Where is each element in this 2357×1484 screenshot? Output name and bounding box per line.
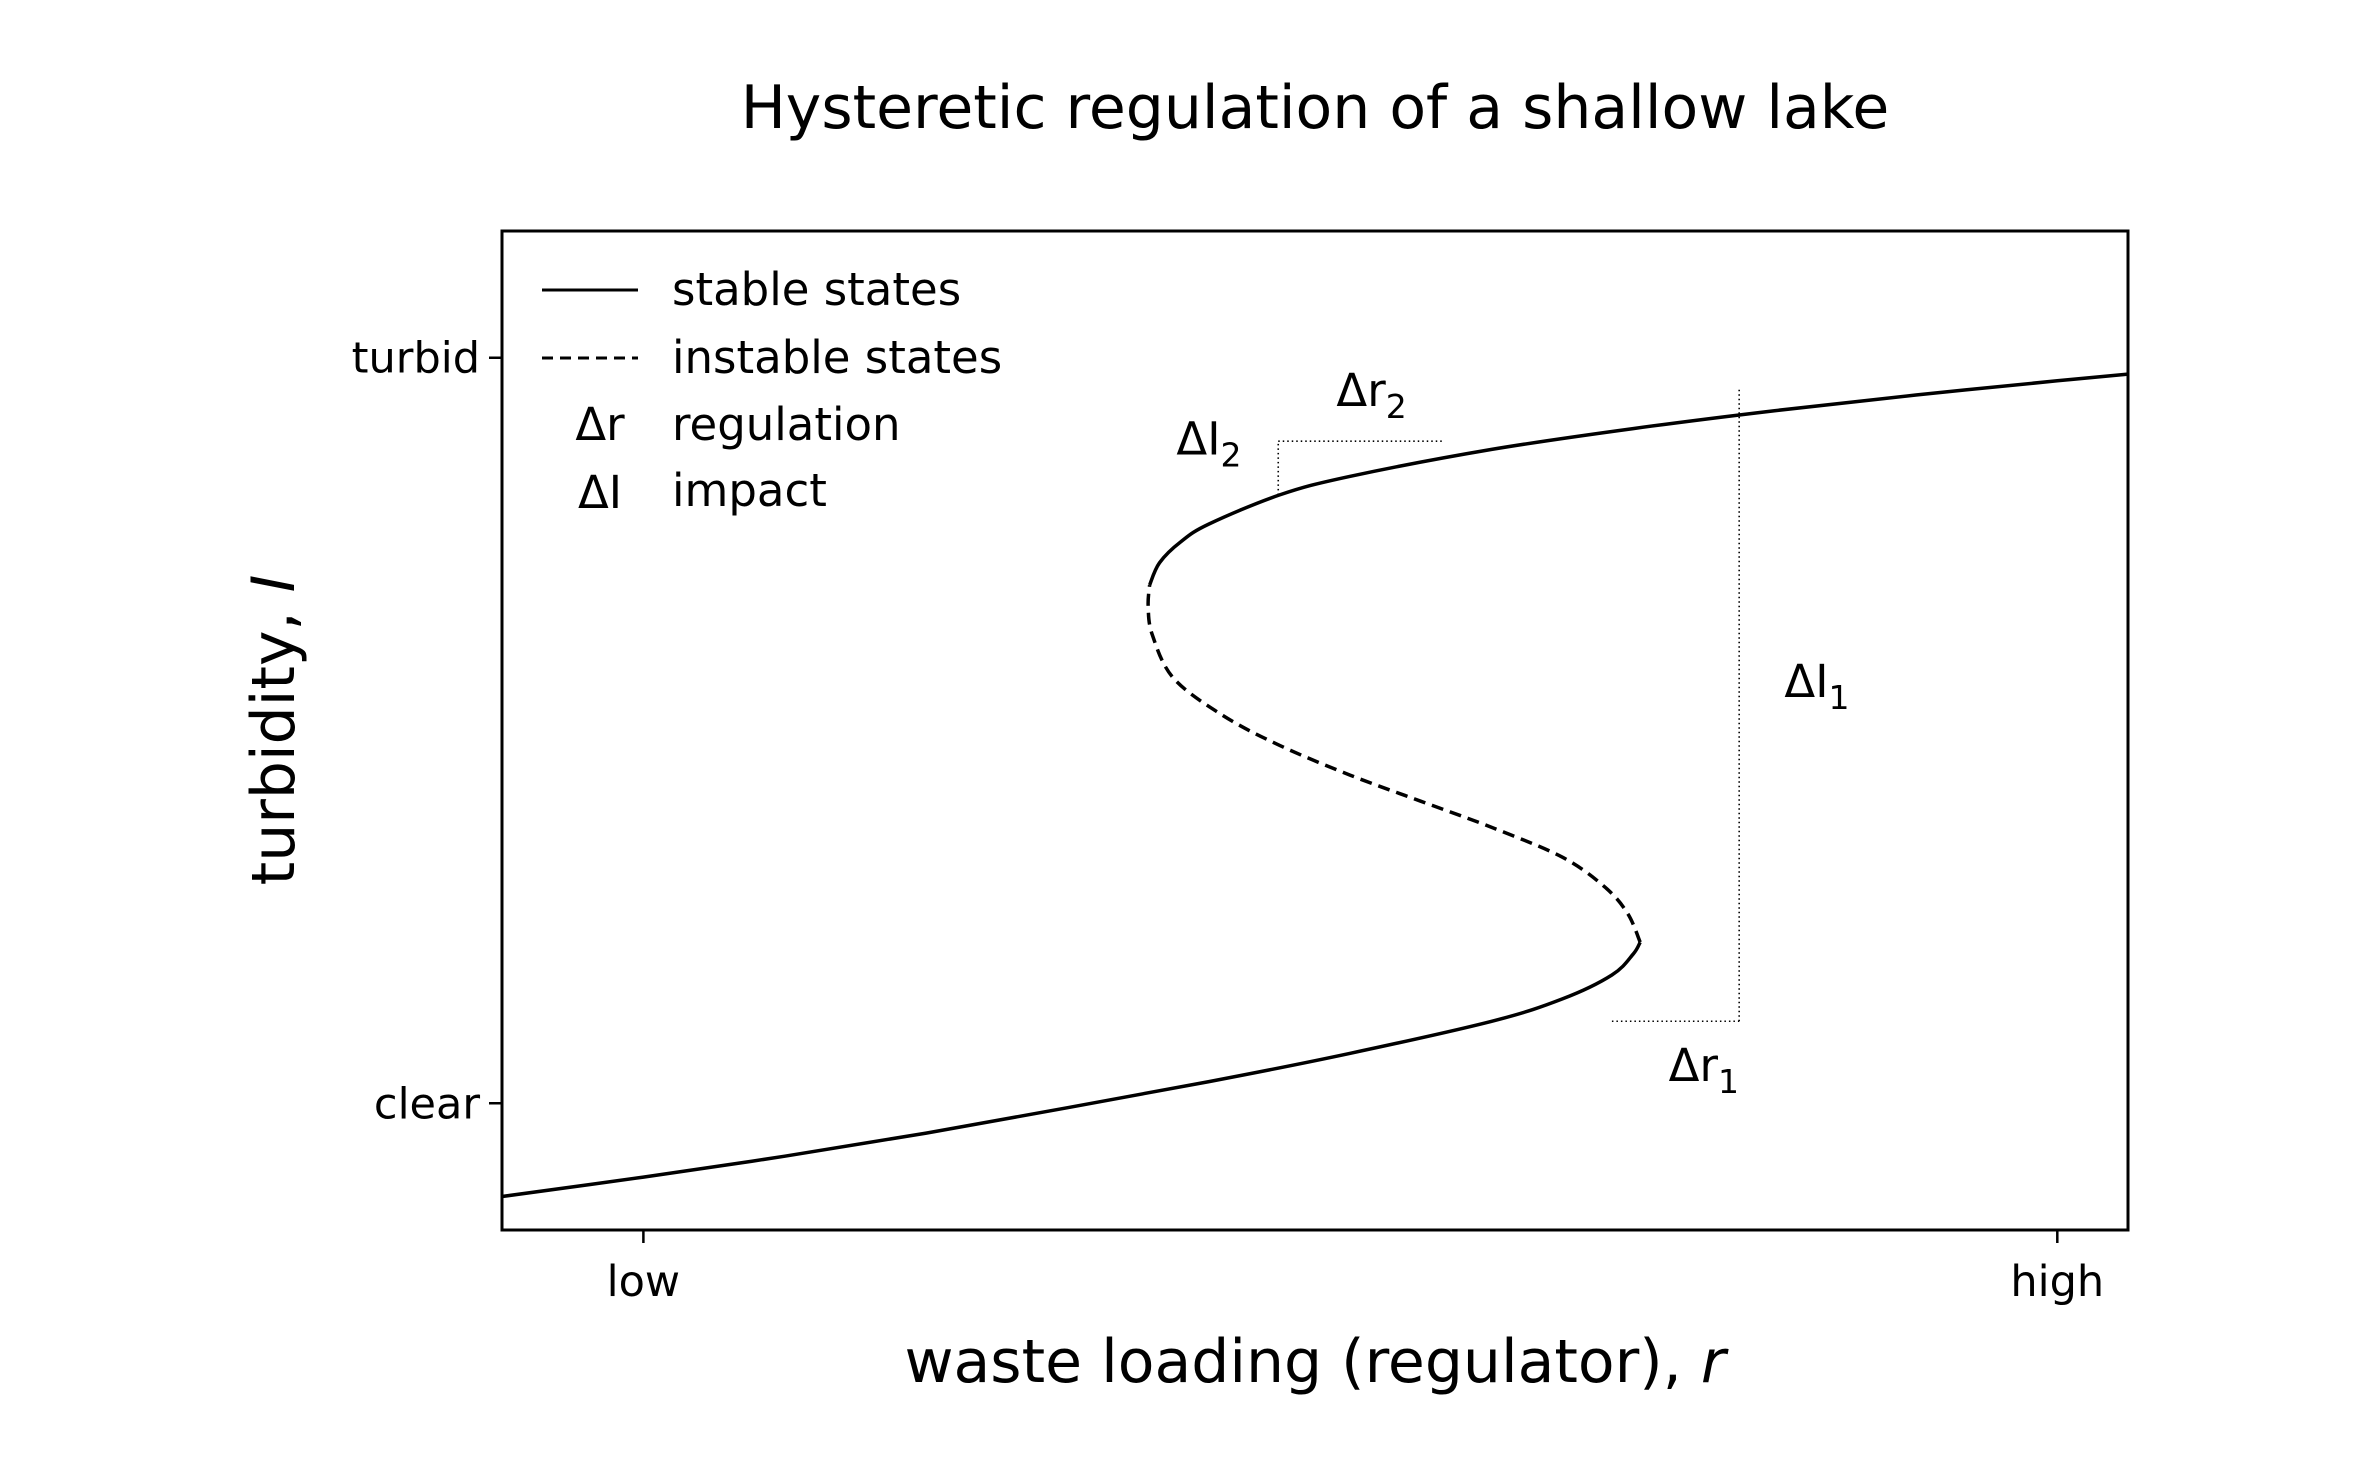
upper-stable-branch: [1147, 372, 2129, 586]
y-axis-label: turbidity, I: [239, 575, 309, 886]
y-tick-label: turbid: [352, 334, 480, 384]
delta-annotation: ΔI1: [1784, 655, 1849, 717]
x-tick-label: low: [607, 1257, 680, 1307]
tick-layer: low high clear turbid: [352, 334, 2105, 1307]
delta-annotation: Δr1: [1669, 1039, 1739, 1101]
legend-label-stable: stable states: [672, 263, 961, 316]
series-layer: [501, 372, 2129, 1199]
unstable-branch: [1146, 584, 1642, 943]
legend-key-regulation: Δr: [575, 398, 625, 451]
legend-key-impact: ΔI: [578, 466, 622, 519]
x-tick-label: high: [2010, 1257, 2104, 1307]
delta-annotation: ΔI2: [1176, 413, 1241, 475]
legend-label-impact: impact: [672, 464, 827, 517]
legend-label-instable: instable states: [672, 331, 1002, 384]
legend-label-regulation: regulation: [672, 398, 901, 451]
lower-stable-branch: [501, 941, 1642, 1199]
guide-layer: [1277, 389, 1740, 1023]
legend: stable states instable states Δr regulat…: [542, 263, 1002, 519]
delta-annotation: Δr2: [1336, 364, 1406, 426]
x-axis-label: waste loading (regulator), r: [904, 1327, 1728, 1397]
annotation-layer: Δr1 ΔI1 Δr2 ΔI2: [1176, 364, 1849, 1101]
chart-title: Hysteretic regulation of a shallow lake: [741, 73, 1890, 143]
y-tick-label: clear: [374, 1079, 480, 1129]
plot-frame: [500, 229, 2130, 1232]
